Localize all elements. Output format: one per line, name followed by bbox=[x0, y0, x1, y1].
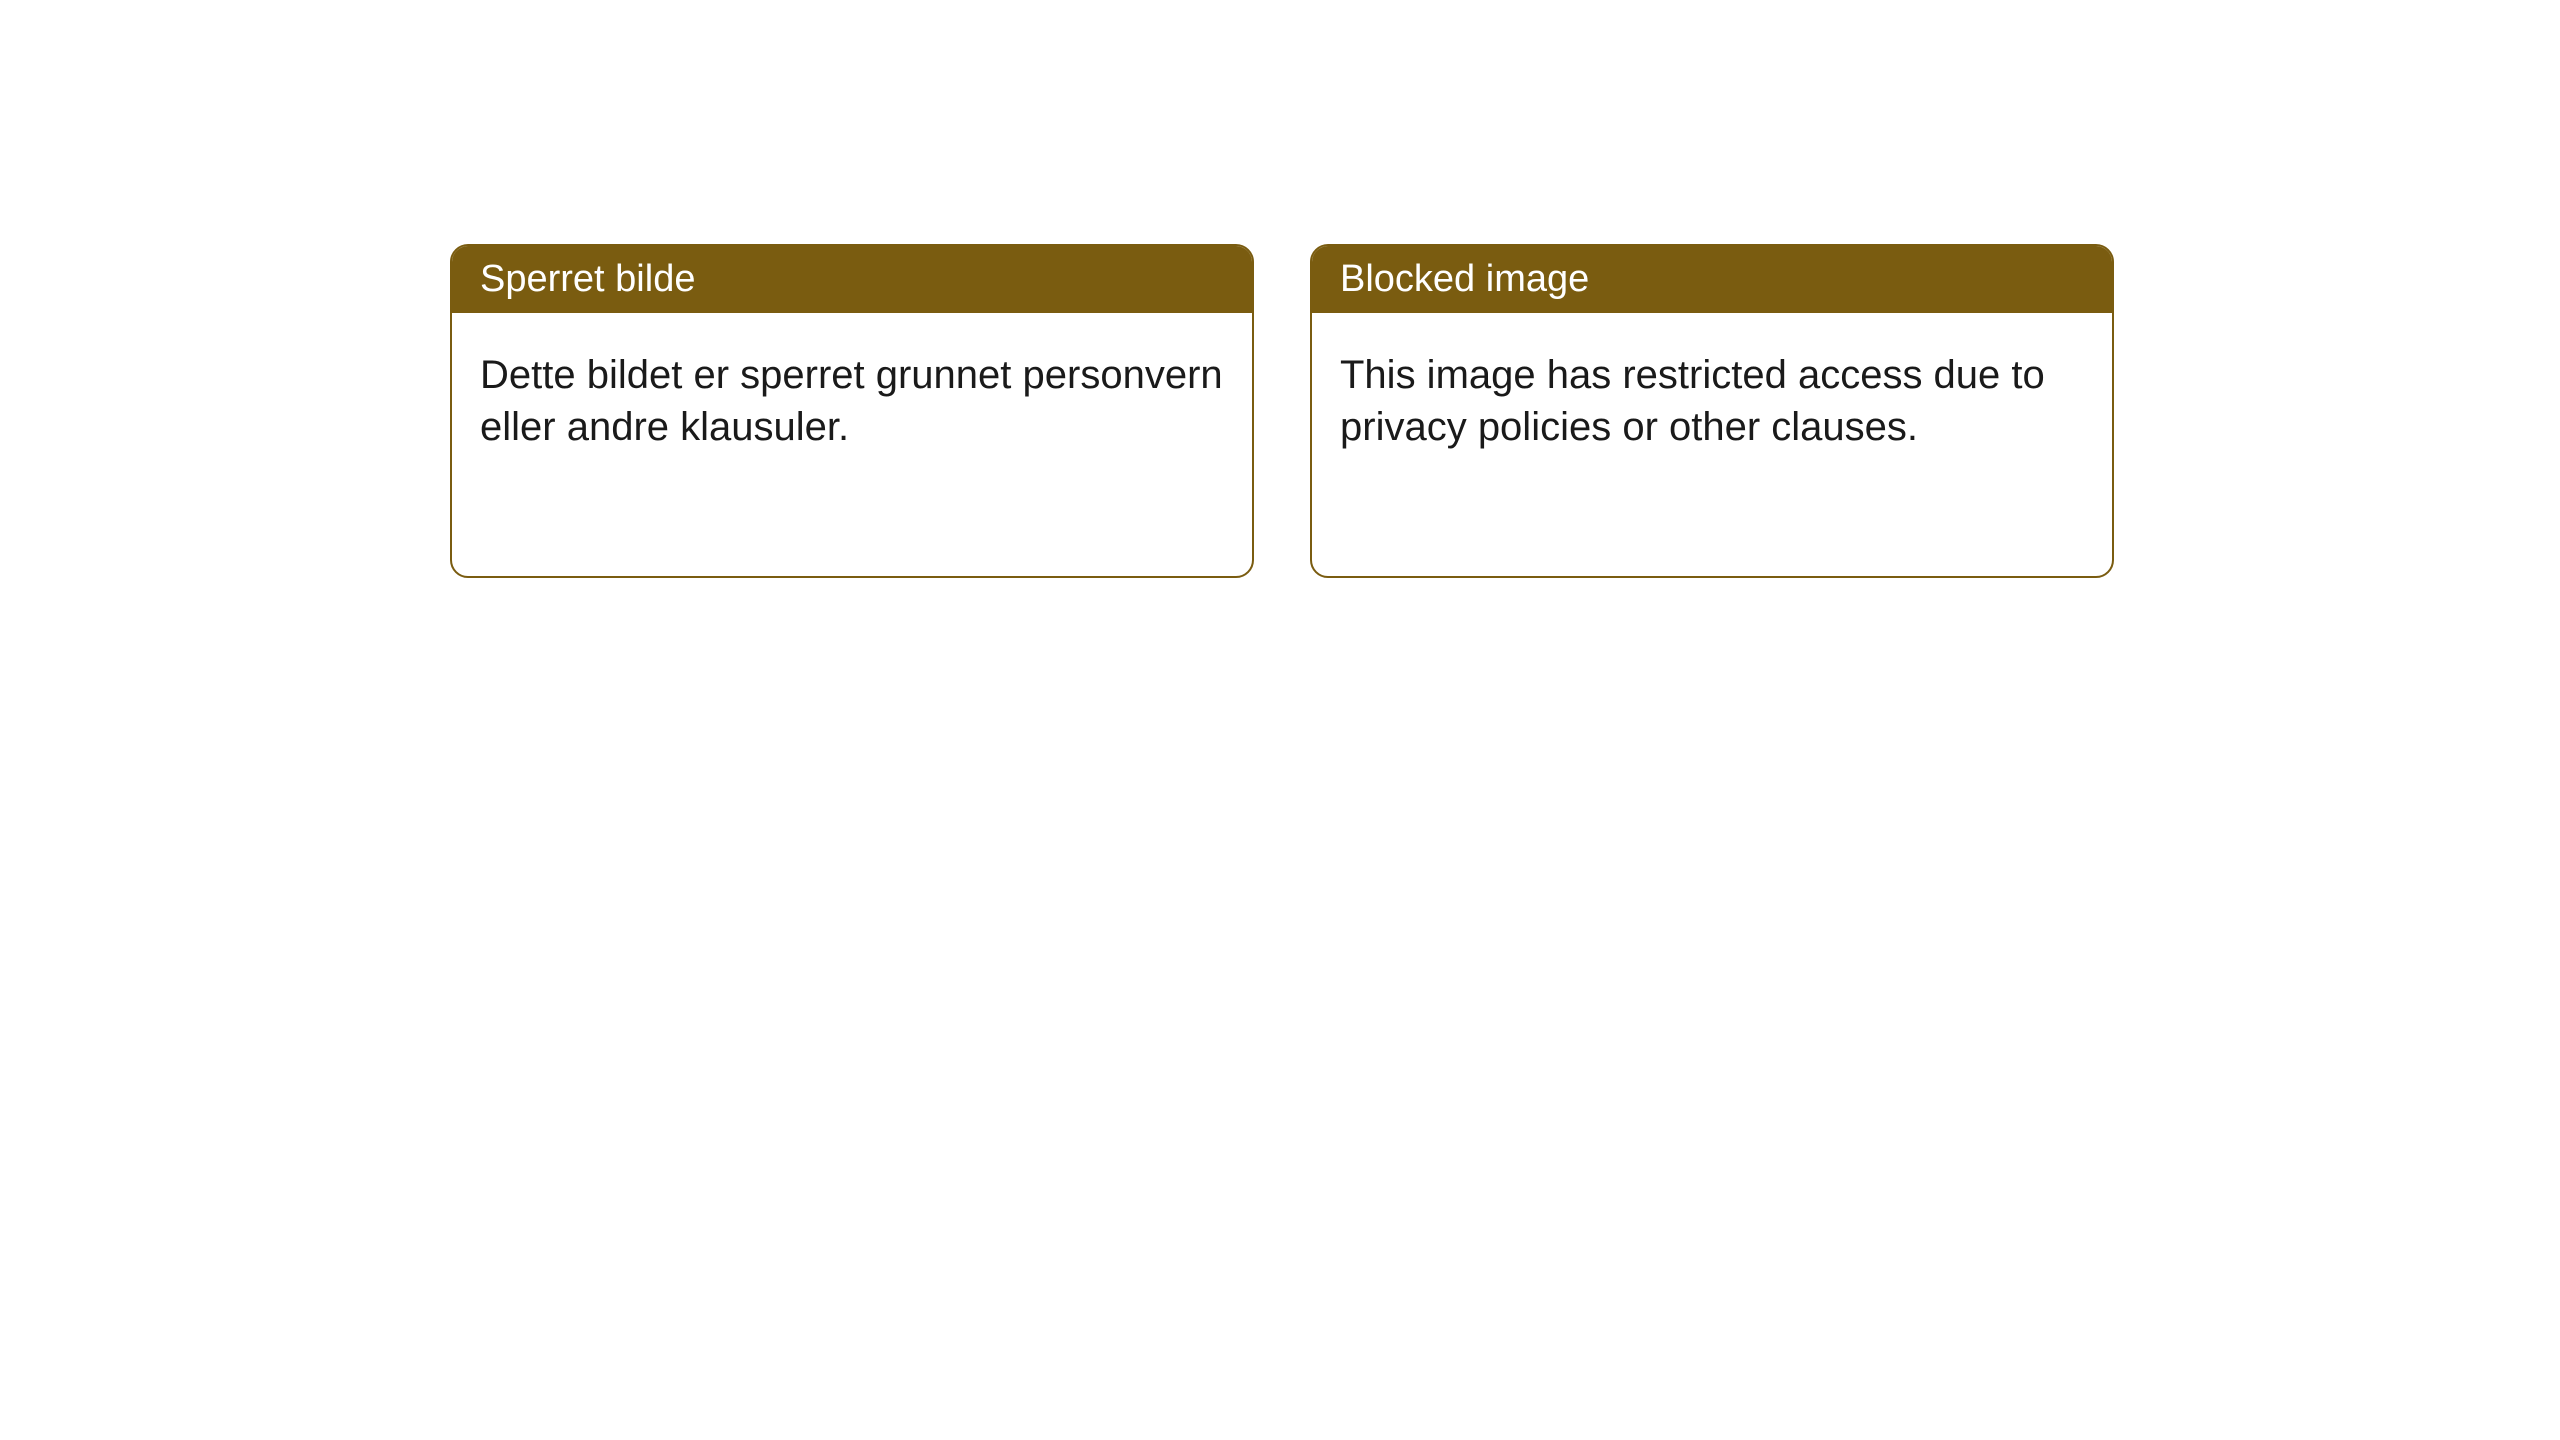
card-body: Dette bildet er sperret grunnet personve… bbox=[452, 313, 1252, 489]
card-title: Sperret bilde bbox=[480, 258, 695, 300]
notice-container: Sperret bilde Dette bildet er sperret gr… bbox=[0, 0, 2560, 578]
card-body-text: Dette bildet er sperret grunnet personve… bbox=[480, 353, 1223, 449]
card-header: Sperret bilde bbox=[452, 246, 1252, 313]
card-header: Blocked image bbox=[1312, 246, 2112, 313]
card-body: This image has restricted access due to … bbox=[1312, 313, 2112, 489]
card-title: Blocked image bbox=[1340, 258, 1589, 300]
card-body-text: This image has restricted access due to … bbox=[1340, 353, 2045, 449]
notice-card-norwegian: Sperret bilde Dette bildet er sperret gr… bbox=[450, 244, 1254, 578]
notice-card-english: Blocked image This image has restricted … bbox=[1310, 244, 2114, 578]
